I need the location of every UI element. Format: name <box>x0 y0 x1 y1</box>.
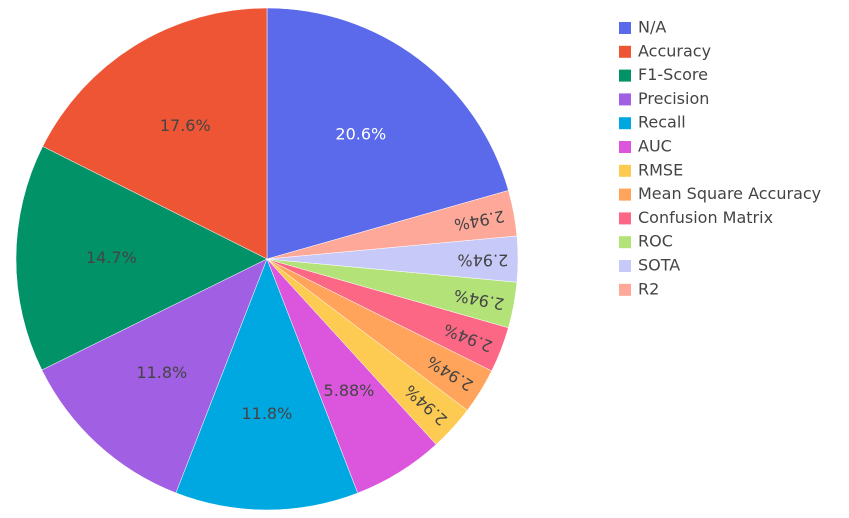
legend-label: ROC <box>638 232 673 251</box>
pie-slice <box>266 190 518 260</box>
legend-label: Accuracy <box>638 41 711 60</box>
pie-slice <box>266 7 509 260</box>
slice-label: 14.7% <box>86 248 137 267</box>
legend-swatch <box>619 117 631 130</box>
legend-swatch <box>619 188 631 201</box>
legend-label: AUC <box>638 137 672 156</box>
slice-label: 20.6% <box>335 124 386 143</box>
pie-slice <box>42 7 268 260</box>
legend-swatch <box>619 45 631 58</box>
legend-label: R2 <box>638 279 659 298</box>
legend-label: SOTA <box>638 256 680 275</box>
legend-label: Precision <box>638 89 709 108</box>
pie-slice <box>175 258 359 511</box>
slice-label: 11.8% <box>136 363 187 382</box>
legend-swatch <box>619 22 631 34</box>
legend-swatch <box>619 260 631 272</box>
pie-slice <box>41 258 268 494</box>
slice-label: 11.8% <box>241 404 292 423</box>
slice-label: 5.88% <box>324 381 375 400</box>
legend-label: N/A <box>638 18 666 37</box>
legend-label: Confusion Matrix <box>638 208 773 227</box>
pie-slice <box>15 146 268 371</box>
legend-label: Mean Square Accuracy <box>638 184 821 203</box>
legend-swatch <box>619 69 631 82</box>
legend-swatch <box>619 141 631 153</box>
legend-swatch <box>619 283 631 296</box>
legend-label: Recall <box>638 113 686 132</box>
legend-label: F1-Score <box>638 65 708 84</box>
legend-label: RMSE <box>638 160 683 179</box>
legend-swatch <box>619 93 631 106</box>
legend-swatch <box>619 236 631 249</box>
legend-swatch <box>619 164 631 177</box>
slice-label: 2.94% <box>457 251 508 270</box>
legend-swatch <box>619 212 631 225</box>
slice-label: 17.6% <box>160 116 211 135</box>
